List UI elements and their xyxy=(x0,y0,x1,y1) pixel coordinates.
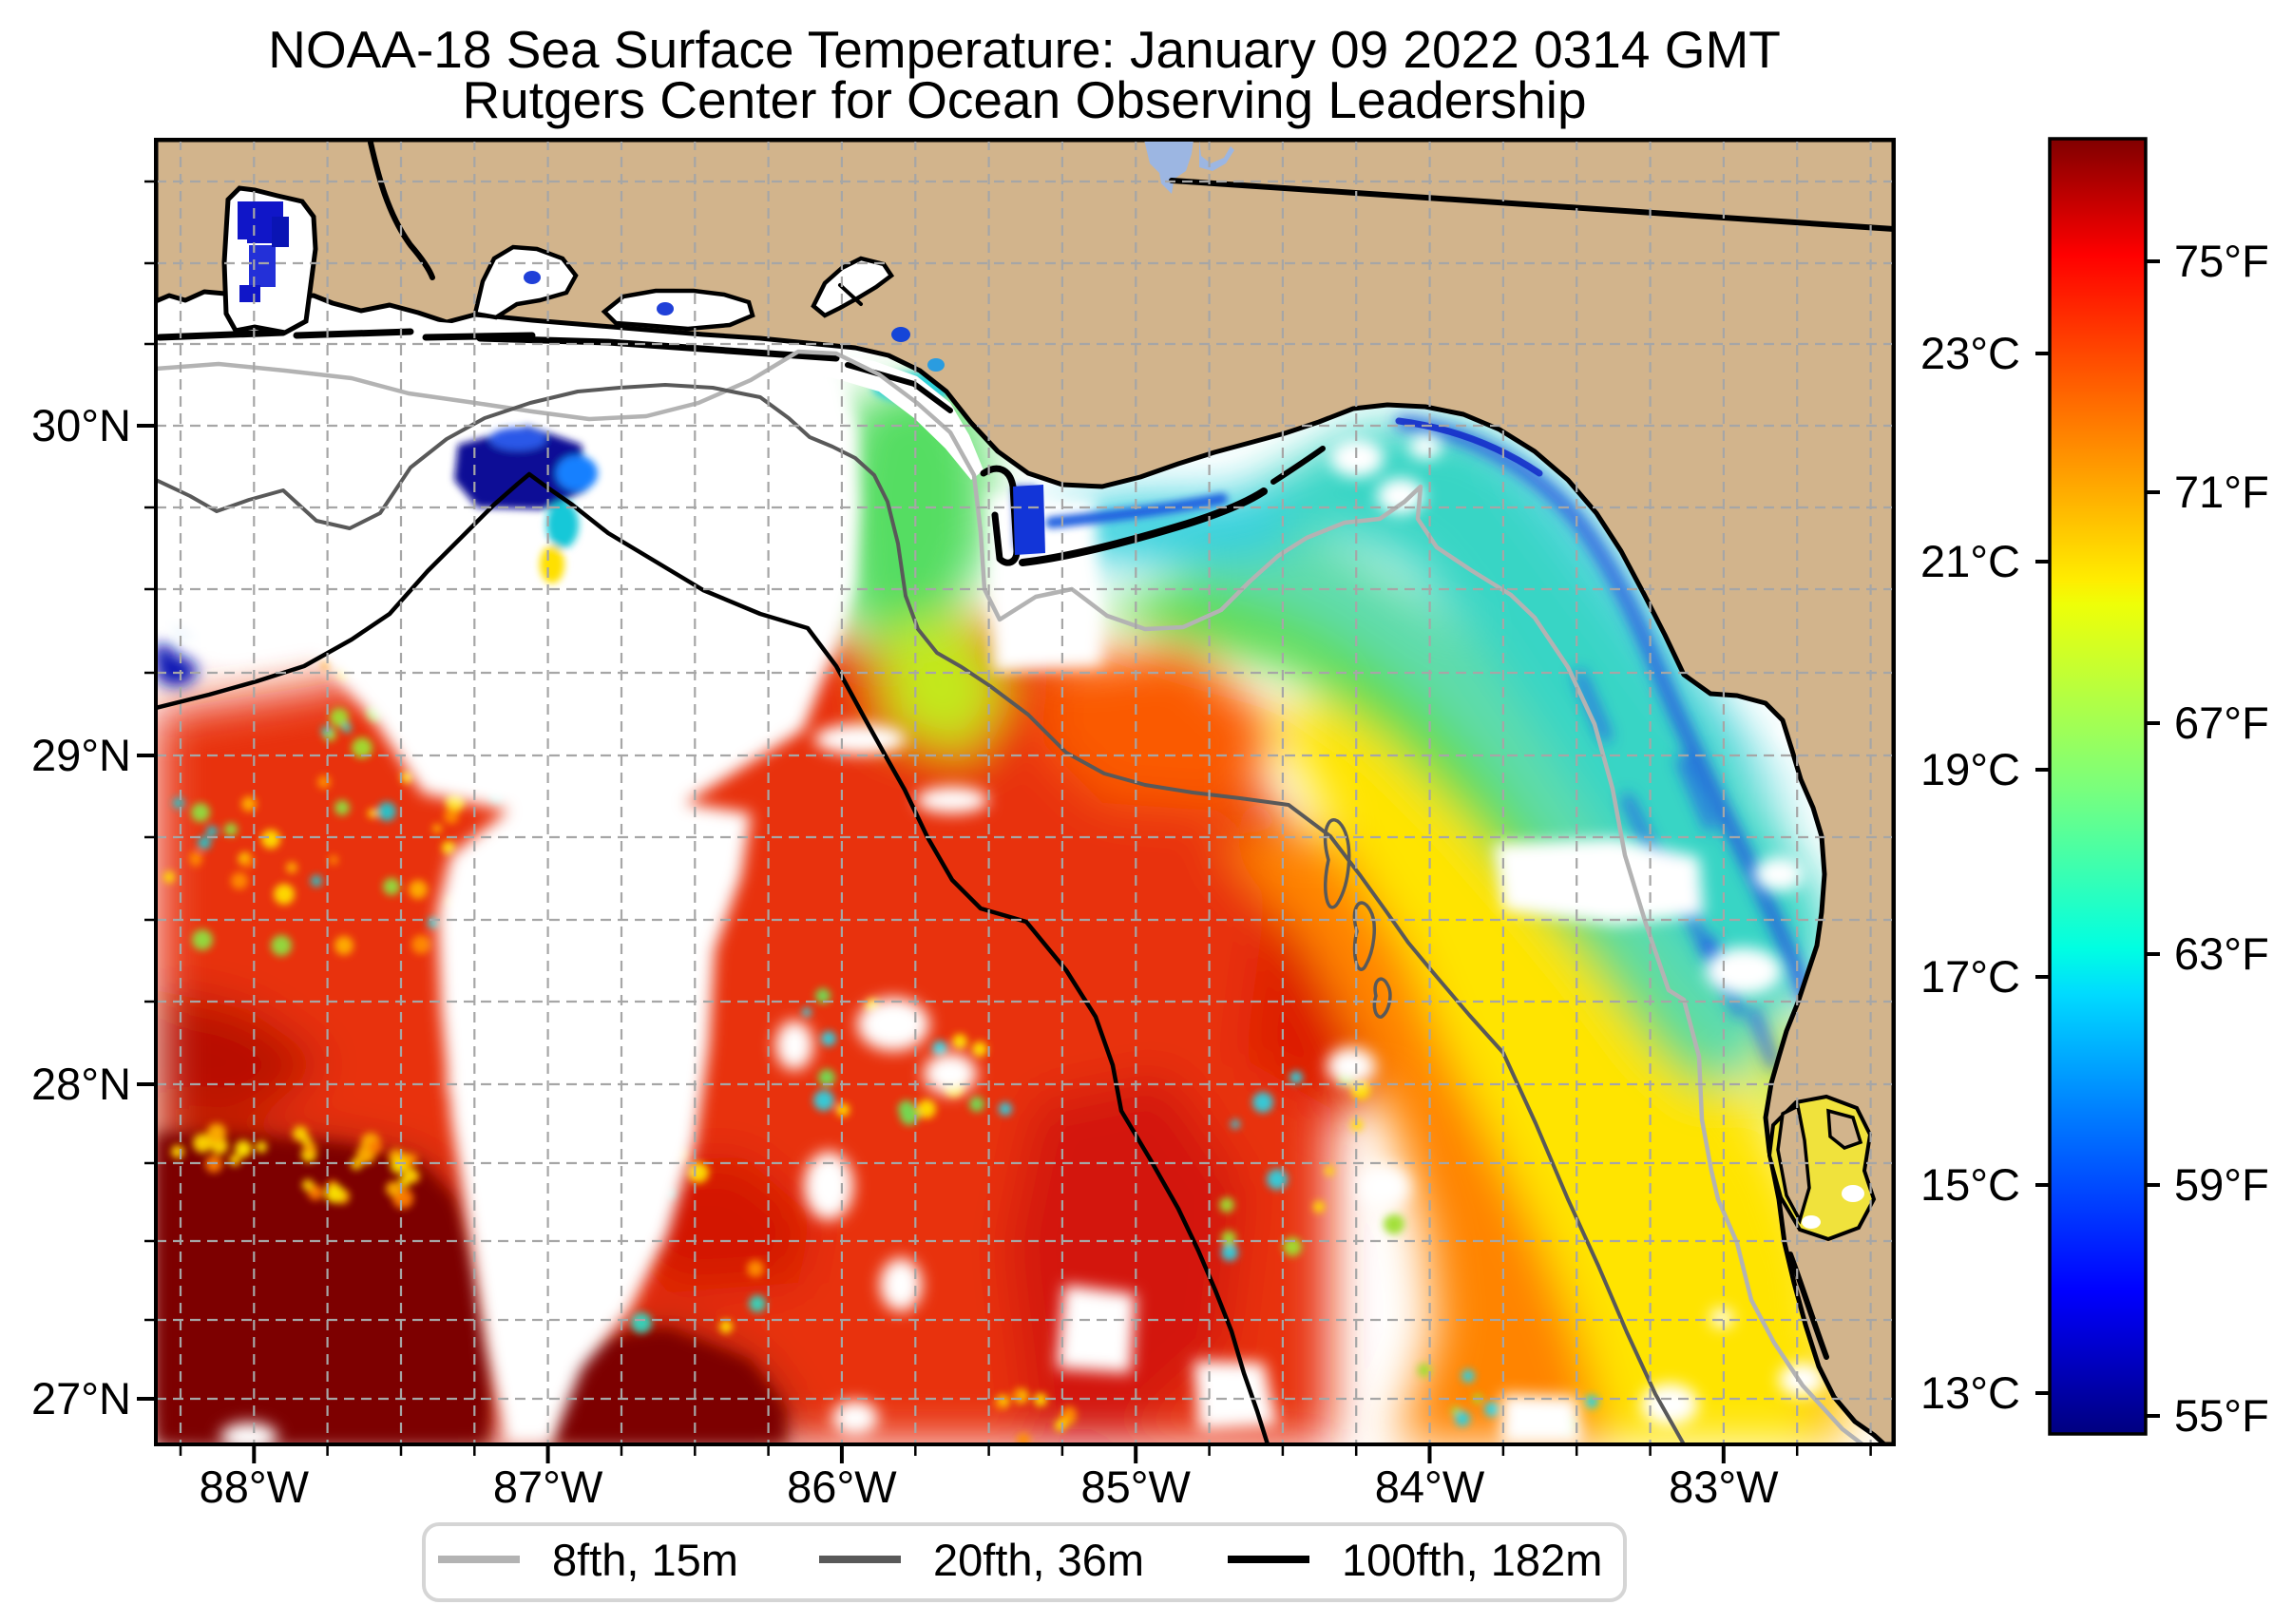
svg-text:88°W: 88°W xyxy=(200,1462,310,1512)
svg-text:27°N: 27°N xyxy=(31,1373,131,1423)
svg-text:71°F: 71°F xyxy=(2174,467,2269,517)
svg-text:87°W: 87°W xyxy=(493,1462,603,1512)
svg-text:85°W: 85°W xyxy=(1080,1462,1191,1512)
svg-text:28°N: 28°N xyxy=(31,1059,131,1109)
svg-text:15°C: 15°C xyxy=(1920,1159,2020,1210)
svg-text:59°F: 59°F xyxy=(2174,1159,2269,1210)
svg-text:29°N: 29°N xyxy=(31,730,131,780)
svg-text:100fth, 182m: 100fth, 182m xyxy=(1342,1535,1602,1585)
svg-text:63°F: 63°F xyxy=(2174,928,2269,979)
svg-text:84°W: 84°W xyxy=(1375,1462,1485,1512)
svg-text:NOAA-18 Sea Surface Temperatur: NOAA-18 Sea Surface Temperature: January… xyxy=(268,20,1781,79)
svg-text:21°C: 21°C xyxy=(1920,536,2020,586)
svg-text:19°C: 19°C xyxy=(1920,744,2020,794)
svg-text:20fth, 36m: 20fth, 36m xyxy=(933,1535,1144,1585)
svg-text:17°C: 17°C xyxy=(1920,951,2020,1002)
svg-text:86°W: 86°W xyxy=(787,1462,897,1512)
svg-text:13°C: 13°C xyxy=(1920,1367,2020,1418)
svg-text:75°F: 75°F xyxy=(2174,236,2269,286)
svg-text:55°F: 55°F xyxy=(2174,1390,2269,1441)
svg-text:67°F: 67°F xyxy=(2174,697,2269,748)
svg-text:83°W: 83°W xyxy=(1669,1462,1779,1512)
svg-text:Rutgers Center for Ocean Obser: Rutgers Center for Ocean Observing Leade… xyxy=(462,70,1586,129)
svg-text:8fth, 15m: 8fth, 15m xyxy=(552,1535,738,1585)
svg-text:23°C: 23°C xyxy=(1920,328,2020,378)
svg-text:30°N: 30°N xyxy=(31,400,131,450)
